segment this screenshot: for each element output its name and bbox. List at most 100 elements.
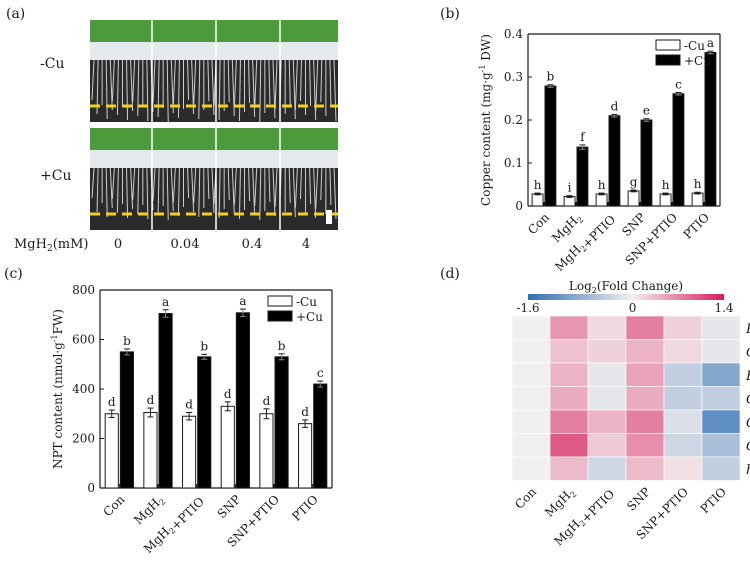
heatmap-cell (549, 456, 589, 481)
x-tick-label: SNP (215, 492, 244, 521)
root (111, 167, 115, 200)
root (146, 167, 149, 220)
root (292, 167, 296, 218)
bar-minus-cu (691, 192, 704, 207)
concentration-label: 0.04 (171, 237, 200, 252)
heatmap-cell (701, 362, 741, 387)
x-tick-label: Con (100, 492, 127, 519)
root (130, 59, 134, 112)
bar-minus-cu (595, 193, 608, 207)
root (130, 167, 134, 210)
bar-minus-cu (182, 415, 197, 489)
heatmap-cell (625, 315, 665, 340)
root (211, 167, 215, 214)
root (137, 59, 140, 117)
root (231, 167, 235, 215)
significance-letter: g (630, 175, 638, 189)
heatmap-cell (587, 339, 627, 364)
heatmap-cell (511, 433, 551, 458)
root (132, 59, 136, 103)
significance-letter: i (568, 181, 572, 195)
heatmap-column-label: Con (512, 485, 539, 512)
root (193, 59, 197, 106)
concentration-label: 0.4 (242, 237, 263, 252)
root (91, 59, 95, 101)
y-tick-label: 0.4 (504, 27, 523, 41)
root (315, 59, 319, 112)
fold-change-heatmap: Log2(Fold Change) -1.6 0 1.4 PCS CS ECS GR1 GR2 G… (511, 279, 750, 549)
root (238, 59, 241, 122)
root (191, 167, 195, 213)
heatmap-cell (625, 409, 665, 434)
bar-plus-cu (672, 93, 685, 207)
bar-plus-cu (576, 146, 589, 207)
heatmap-cell (587, 456, 627, 481)
heatmap-cell (587, 362, 627, 387)
heatmap-cell (625, 433, 665, 458)
heatmap-cell (701, 433, 741, 458)
root (268, 59, 271, 105)
legend-label: -Cu (684, 39, 705, 53)
legend-swatch (655, 54, 681, 66)
panel-a-label: (a) (6, 6, 25, 22)
root (320, 59, 323, 103)
heatmap-cell (663, 409, 703, 434)
root (252, 167, 256, 216)
significance-letter: c (317, 366, 324, 380)
root (274, 167, 278, 208)
x-tick-label: Con (525, 210, 552, 237)
heatmap-cell (663, 456, 703, 481)
gene-label: PCS (745, 322, 750, 337)
root (198, 167, 201, 218)
y-tick-label: 0.3 (504, 70, 523, 84)
root (299, 167, 302, 200)
root (152, 59, 156, 104)
root (177, 167, 180, 217)
y-tick-label: 800 (72, 283, 95, 297)
colorbar-label: 0 (629, 301, 637, 315)
root (170, 167, 174, 212)
bar-minus-cu (298, 423, 313, 489)
panel-b-label: (b) (440, 6, 460, 22)
root (309, 59, 312, 107)
root (294, 167, 298, 209)
root (254, 167, 258, 207)
concentration-axis-title: MgH2(mM) (14, 237, 89, 254)
root (96, 167, 99, 213)
root (91, 167, 95, 199)
root (132, 167, 136, 201)
heatmap-cell (625, 386, 665, 411)
bar-minus-cu (143, 412, 158, 489)
seedling-leaves (90, 20, 338, 42)
root (254, 59, 258, 109)
heatmap-column-label: PTIO (698, 485, 730, 517)
heatmap-cell (663, 339, 703, 364)
bar-plus-cu (197, 356, 212, 489)
copper-content-chart: 0 0.1 0.2 0.3 0.4 Copper content (mg·g-1 DW) h… (478, 27, 721, 274)
heatmap-cell (549, 362, 589, 387)
significance-letter: e (643, 104, 650, 118)
significance-letter: c (675, 77, 682, 91)
significance-letter: d (147, 393, 155, 407)
significance-letter: a (162, 295, 169, 309)
root (207, 59, 210, 102)
root (152, 167, 156, 202)
root (172, 167, 176, 203)
seedling-leaves (90, 128, 338, 150)
gene-label: CS (746, 345, 750, 360)
bar-minus-cu (627, 190, 640, 207)
root (166, 167, 169, 221)
heatmap-column-label: SNP (624, 485, 653, 514)
heatmap-cell (663, 386, 703, 411)
root (313, 167, 317, 219)
heatmap-cell (511, 339, 551, 364)
root (187, 59, 190, 101)
heatmap-cell (625, 339, 665, 364)
root (166, 59, 169, 123)
root (126, 59, 129, 121)
y-axis-label: NPT content (nmol·g-1FW) (50, 309, 65, 469)
y-axis-label: Copper content (mg·g-1 DW) (478, 34, 493, 206)
root (272, 167, 276, 217)
root (172, 59, 176, 105)
significance-letter: a (707, 36, 714, 50)
